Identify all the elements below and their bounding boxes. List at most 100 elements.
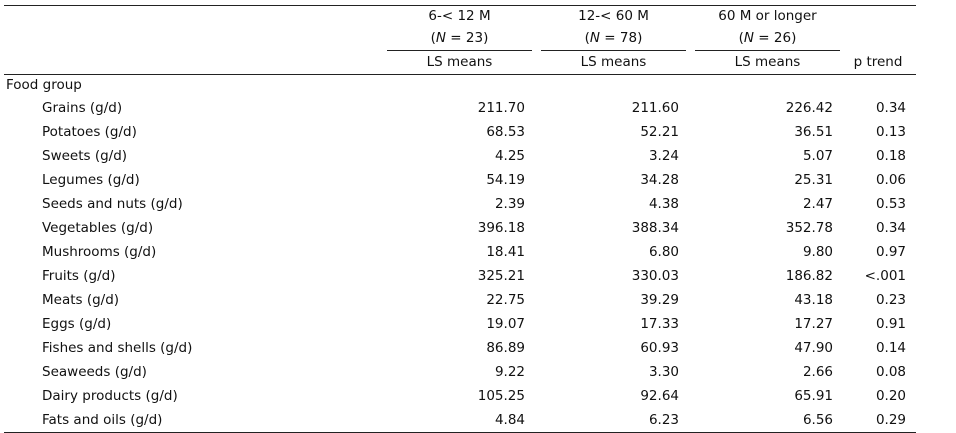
ls-mean-60m-plus: 5.07	[802, 148, 833, 164]
ls-mean-60m-plus: 352.78	[785, 220, 833, 236]
p-trend-value: 0.20	[875, 388, 906, 404]
ls-mean-12-60m: 39.29	[640, 292, 679, 308]
ls-mean-12-60m: 92.64	[640, 388, 679, 404]
spacer	[532, 240, 541, 264]
food-name: Seeds and nuts (g/d)	[42, 196, 183, 212]
table-header: 6-< 12 M 12-< 60 M 60 M or longer (N = 2…	[4, 5, 916, 75]
ls-mean-12-60m: 211.60	[631, 100, 679, 116]
spacer	[686, 120, 695, 144]
group-2-n: (N = 78)	[541, 26, 686, 51]
group-2-n-value: = 78)	[600, 30, 643, 46]
spacer	[532, 216, 541, 240]
ls-mean-6-12m: 211.70	[477, 100, 525, 116]
spacer	[532, 384, 541, 408]
food-name: Mushrooms (g/d)	[42, 244, 157, 260]
spacer	[532, 120, 541, 144]
food-name: Meats (g/d)	[42, 292, 120, 308]
spacer	[532, 96, 541, 120]
ls-mean-12-60m: 17.33	[640, 316, 679, 332]
ls-mean-12-60m: 330.03	[631, 268, 679, 284]
table-row: Seeds and nuts (g/d) 2.39 4.38 2.47 0.53	[4, 192, 916, 216]
p-trend-value: 0.97	[875, 244, 906, 260]
ls-mean-60m-plus: 47.90	[794, 340, 833, 356]
ls-mean-12-60m: 3.30	[648, 364, 679, 380]
p-trend-value: 0.34	[875, 100, 906, 116]
spacer	[686, 192, 695, 216]
p-trend-value: 0.13	[875, 124, 906, 140]
table-row: Potatoes (g/d) 68.53 52.21 36.51 0.13	[4, 120, 916, 144]
group-1-n-value: = 23)	[446, 30, 489, 46]
spacer	[686, 288, 695, 312]
spacer	[686, 216, 695, 240]
ls-mean-6-12m: 396.18	[477, 220, 525, 236]
p-trend-value: 0.06	[875, 172, 906, 188]
spacer	[686, 168, 695, 192]
ls-mean-6-12m: 68.53	[486, 124, 525, 140]
section-row: Food group	[4, 75, 916, 97]
ls-mean-12-60m: 60.93	[640, 340, 679, 356]
header-row-group-labels: 6-< 12 M 12-< 60 M 60 M or longer	[4, 5, 916, 26]
table-row: Fats and oils (g/d) 4.84 6.23 6.56 0.29	[4, 408, 916, 433]
spacer	[686, 264, 695, 288]
table-row: Legumes (g/d) 54.19 34.28 25.31 0.06	[4, 168, 916, 192]
table-row: Mushrooms (g/d) 18.41 6.80 9.80 0.97	[4, 240, 916, 264]
spacer	[532, 336, 541, 360]
spacer	[686, 336, 695, 360]
table-row: Sweets (g/d) 4.25 3.24 5.07 0.18	[4, 144, 916, 168]
ls-mean-6-12m: 54.19	[486, 172, 525, 188]
ls-mean-6-12m: 9.22	[494, 364, 525, 380]
header-row-n: (N = 23) (N = 78) (N = 26)	[4, 26, 916, 51]
ls-mean-60m-plus: 9.80	[802, 244, 833, 260]
ls-mean-12-60m: 6.23	[541, 408, 686, 433]
food-group-table: 6-< 12 M 12-< 60 M 60 M or longer (N = 2…	[4, 5, 916, 433]
table-figure: 6-< 12 M 12-< 60 M 60 M or longer (N = 2…	[4, 5, 916, 433]
ls-mean-60m-plus: 36.51	[794, 124, 833, 140]
spacer	[686, 384, 695, 408]
group-3-n-prefix: (	[738, 30, 744, 46]
ls-mean-12-60m: 52.21	[640, 124, 679, 140]
ls-mean-60m-plus: 43.18	[794, 292, 833, 308]
spacer	[686, 240, 695, 264]
table-row: Dairy products (g/d) 105.25 92.64 65.91 0.20	[4, 384, 916, 408]
spacer	[532, 168, 541, 192]
group-1-label: 6-< 12 M	[387, 5, 532, 26]
spacer	[532, 408, 541, 433]
food-name: Grains (g/d)	[42, 100, 123, 116]
p-trend-value: 0.34	[875, 220, 906, 236]
spacer	[686, 312, 695, 336]
p-trend-value: 0.91	[875, 316, 906, 332]
section-label: Food group	[6, 77, 82, 93]
ls-mean-60m-plus: 186.82	[785, 268, 833, 284]
p-trend-value: 0.29	[840, 408, 916, 433]
p-trend-value: 0.08	[875, 364, 906, 380]
table-row: Vegetables (g/d) 396.18 388.34 352.78 0.34	[4, 216, 916, 240]
table-body: Food group Grains (g/d) 211.70 211.60 226.4…	[4, 75, 916, 433]
ls-mean-6-12m: 18.41	[486, 244, 525, 260]
food-name: Fruits (g/d)	[42, 268, 116, 284]
ls-mean-60m-plus: 2.66	[802, 364, 833, 380]
spacer	[532, 312, 541, 336]
table-row: Meats (g/d) 22.75 39.29 43.18 0.23	[4, 288, 916, 312]
group-3-stat: LS means	[695, 50, 840, 75]
group-3-n-value: = 26)	[754, 30, 797, 46]
spacer	[686, 144, 695, 168]
food-name: Eggs (g/d)	[42, 316, 112, 332]
table-row: Grains (g/d) 211.70 211.60 226.42 0.34	[4, 96, 916, 120]
ls-mean-12-60m: 6.80	[648, 244, 679, 260]
ls-mean-12-60m: 388.34	[631, 220, 679, 236]
header-row-stat: LS means LS means LS means p trend	[4, 50, 916, 75]
ls-mean-6-12m: 2.39	[494, 196, 525, 212]
group-3-label: 60 M or longer	[695, 5, 840, 26]
ls-mean-6-12m: 86.89	[486, 340, 525, 356]
food-name: Dairy products (g/d)	[42, 388, 178, 404]
group-1-stat: LS means	[387, 50, 532, 75]
spacer	[532, 288, 541, 312]
spacer	[686, 408, 695, 433]
ls-mean-6-12m: 19.07	[486, 316, 525, 332]
ls-mean-6-12m: 105.25	[477, 388, 525, 404]
ls-mean-60m-plus: 2.47	[802, 196, 833, 212]
food-name: Legumes (g/d)	[42, 172, 140, 188]
food-name: Vegetables (g/d)	[42, 220, 154, 236]
spacer	[686, 360, 695, 384]
spacer	[532, 360, 541, 384]
